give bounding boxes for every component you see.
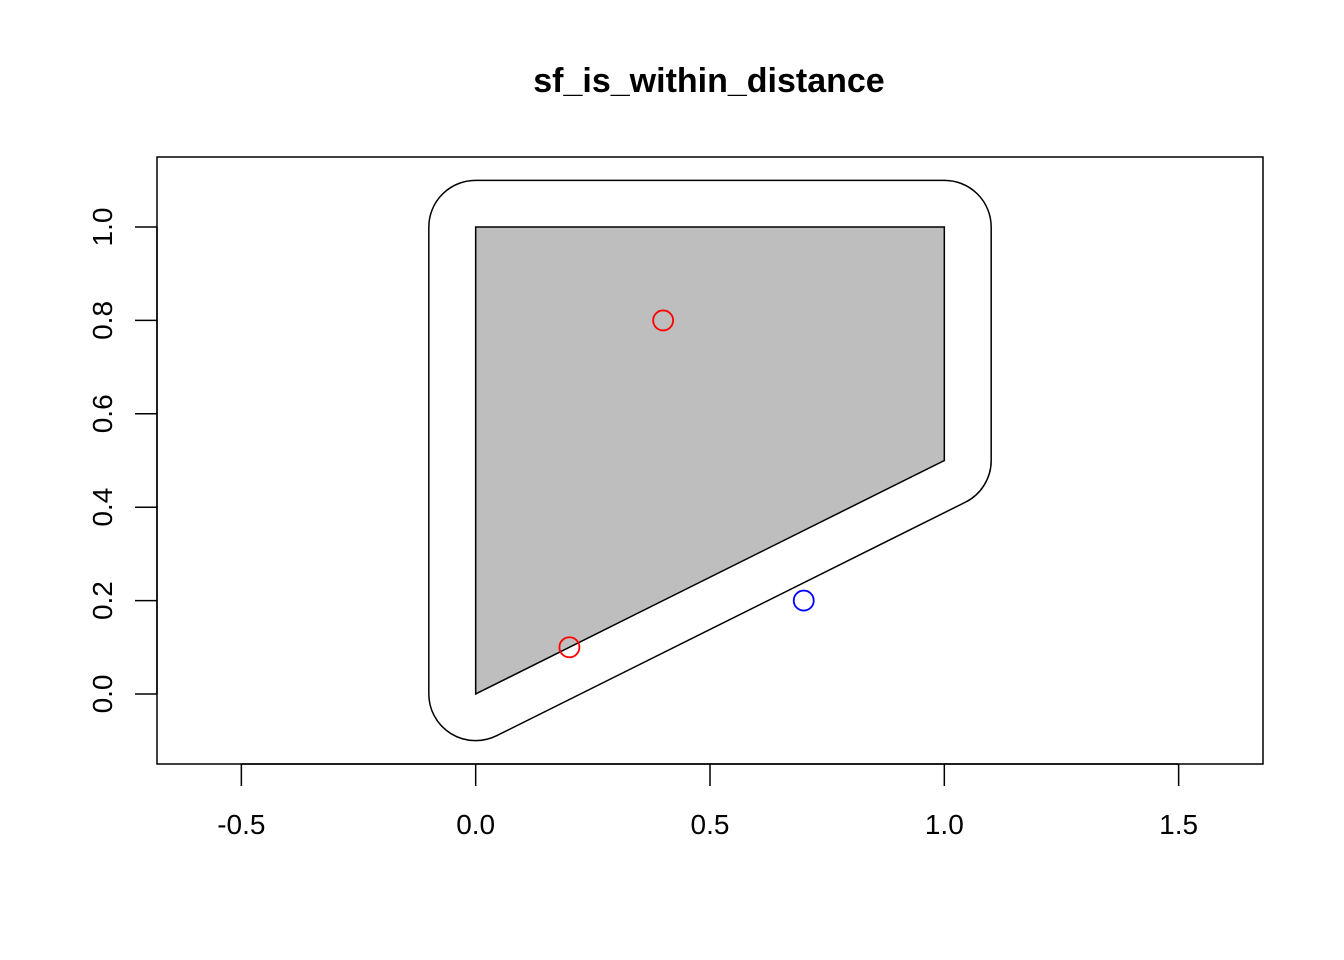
x-tick-label: 1.0 [925, 809, 964, 840]
y-axis: 0.0 0.2 0.4 0.6 0.8 1.0 [87, 208, 158, 713]
x-tick-label: 0.5 [691, 809, 730, 840]
x-tick-label: 1.5 [1159, 809, 1198, 840]
data-point [652, 309, 675, 332]
chart-title: sf_is_within_distance [533, 62, 884, 100]
x-tick-label: -0.5 [217, 809, 265, 840]
y-tick-label: 1.0 [87, 208, 118, 247]
y-tick-label: 0.4 [87, 488, 118, 527]
x-tick-label: 0.0 [456, 809, 495, 840]
x-axis: -0.5 0.0 0.5 1.0 1.5 [217, 763, 1198, 840]
y-tick-label: 0.6 [87, 394, 118, 433]
y-tick-label: 0.8 [87, 301, 118, 340]
data-point [558, 636, 581, 659]
points-layer [558, 309, 815, 659]
y-tick-label: 0.2 [87, 581, 118, 620]
y-tick-label: 0.0 [87, 674, 118, 713]
polygon [474, 226, 946, 696]
data-point [792, 589, 815, 612]
